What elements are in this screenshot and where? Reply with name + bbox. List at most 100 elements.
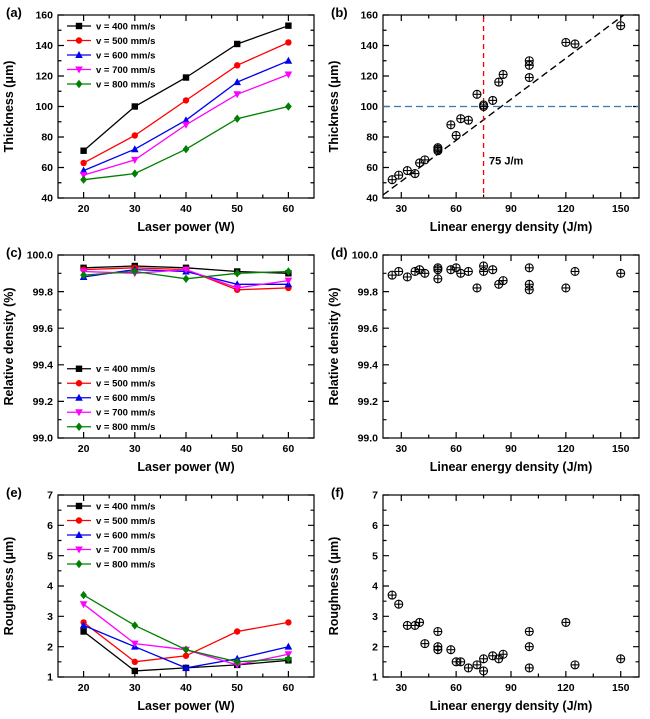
series-v-500 xyxy=(80,39,292,167)
svg-text:80: 80 xyxy=(41,132,53,144)
x-axis-label: Linear energy density (J/m) xyxy=(430,699,593,713)
svg-text:30: 30 xyxy=(395,203,407,215)
scatter-points xyxy=(387,590,626,676)
svg-text:2: 2 xyxy=(47,641,53,653)
axes xyxy=(382,14,640,199)
svg-text:60: 60 xyxy=(283,443,295,455)
axes xyxy=(382,254,640,439)
svg-text:40: 40 xyxy=(180,682,192,694)
svg-text:30: 30 xyxy=(395,682,407,694)
svg-text:99.2: 99.2 xyxy=(33,396,54,408)
trend-line xyxy=(383,15,625,196)
svg-text:99.8: 99.8 xyxy=(358,286,379,298)
y-axis-label: Thickness (μm) xyxy=(2,61,16,153)
svg-text:90: 90 xyxy=(505,443,517,455)
panel-d: 30 60 90 120 150 99.0 99.2 99.4 99.6 99.8 100.0 Lin… xyxy=(325,240,650,480)
svg-text:7: 7 xyxy=(47,490,53,502)
svg-text:160: 160 xyxy=(360,10,378,22)
svg-text:60: 60 xyxy=(450,682,462,694)
svg-text:60: 60 xyxy=(450,443,462,455)
svg-text:7: 7 xyxy=(372,490,378,502)
svg-text:150: 150 xyxy=(612,682,630,694)
panel-a: 20 30 40 50 60 40 60 80 100 120 140 160 Laser power … xyxy=(0,0,325,240)
svg-text:40: 40 xyxy=(180,203,192,215)
chart-f-roughness-vs-energy-density: 30 60 90 120 150 1 2 3 4 5 6 7 Linear energy density… xyxy=(327,485,640,713)
y-axis-label: Thickness (μm) xyxy=(327,61,341,153)
svg-text:50: 50 xyxy=(231,203,243,215)
svg-text:150: 150 xyxy=(612,443,630,455)
panel-label: (d) xyxy=(331,245,348,260)
tick-labels: 30 60 90 120 150 1 2 3 4 5 6 7 xyxy=(372,490,629,694)
svg-text:50: 50 xyxy=(231,443,243,455)
svg-text:v = 700 mm/s: v = 700 mm/s xyxy=(96,408,155,419)
svg-text:60: 60 xyxy=(41,162,53,174)
svg-text:v = 800 mm/s: v = 800 mm/s xyxy=(96,79,155,90)
x-axis-label: Linear energy density (J/m) xyxy=(430,460,593,474)
series-v-400 xyxy=(80,22,292,154)
svg-text:100.0: 100.0 xyxy=(27,250,53,262)
svg-text:90: 90 xyxy=(505,203,517,215)
scatter-points xyxy=(387,21,626,185)
svg-text:v = 600 mm/s: v = 600 mm/s xyxy=(96,393,155,404)
svg-text:40: 40 xyxy=(366,193,378,205)
chart-c-density-vs-laser-power: 20 30 40 50 60 99.0 99.2 99.4 99.6 99.8 100.0 Laser… xyxy=(2,245,315,474)
svg-text:120: 120 xyxy=(360,71,378,83)
svg-text:30: 30 xyxy=(129,682,141,694)
svg-text:99.4: 99.4 xyxy=(33,360,54,372)
svg-text:30: 30 xyxy=(129,203,141,215)
svg-text:60: 60 xyxy=(366,162,378,174)
svg-text:1: 1 xyxy=(372,672,378,684)
panel-label: (b) xyxy=(331,5,348,20)
svg-text:99.2: 99.2 xyxy=(358,396,379,408)
x-axis-label: Linear energy density (J/m) xyxy=(430,220,593,234)
svg-text:5: 5 xyxy=(372,550,378,562)
axes xyxy=(57,254,315,439)
svg-text:160: 160 xyxy=(35,10,53,22)
axes xyxy=(382,494,640,678)
chart-d-density-vs-energy-density: 30 60 90 120 150 99.0 99.2 99.4 99.6 99.8 100.0 Lin… xyxy=(327,245,640,474)
svg-text:100: 100 xyxy=(35,101,53,113)
svg-text:v = 800 mm/s: v = 800 mm/s xyxy=(96,422,155,433)
axes xyxy=(57,494,315,678)
y-axis-label: Roughness (μm) xyxy=(327,537,341,636)
y-axis-label: Roughness (μm) xyxy=(2,537,16,636)
svg-text:v = 400 mm/s: v = 400 mm/s xyxy=(96,21,155,32)
svg-text:80: 80 xyxy=(366,132,378,144)
svg-text:90: 90 xyxy=(505,682,517,694)
tick-labels: 30 60 90 120 150 40 60 80 100 120 140 160 xyxy=(360,10,629,215)
panel-label: (c) xyxy=(6,245,22,260)
series-v-600 xyxy=(79,56,293,174)
svg-text:120: 120 xyxy=(557,682,575,694)
svg-text:120: 120 xyxy=(35,71,53,83)
svg-text:v = 400 mm/s: v = 400 mm/s xyxy=(96,364,155,375)
annotation-label: 75 J/m xyxy=(489,155,523,167)
legend: v = 400 mm/s v = 500 mm/s v = 600 mm/s v = … xyxy=(67,21,155,90)
svg-text:30: 30 xyxy=(129,443,141,455)
svg-text:6: 6 xyxy=(47,520,53,532)
x-axis-label: Laser power (W) xyxy=(137,699,234,713)
svg-text:v = 500 mm/s: v = 500 mm/s xyxy=(96,379,155,390)
svg-text:v = 700 mm/s: v = 700 mm/s xyxy=(96,545,155,556)
svg-text:60: 60 xyxy=(283,682,295,694)
svg-text:20: 20 xyxy=(78,682,90,694)
panel-f: 30 60 90 120 150 1 2 3 4 5 6 7 Linear energy density… xyxy=(325,480,650,719)
panel-label: (a) xyxy=(6,5,22,20)
svg-text:40: 40 xyxy=(41,193,53,205)
chart-a-thickness-vs-laser-power: 20 30 40 50 60 40 60 80 100 120 140 160 Laser power … xyxy=(2,5,315,234)
svg-text:v = 500 mm/s: v = 500 mm/s xyxy=(96,36,155,47)
tick-labels: 20 30 40 50 60 40 60 80 100 120 140 160 xyxy=(35,10,294,215)
svg-text:v = 700 mm/s: v = 700 mm/s xyxy=(96,65,155,76)
svg-text:v = 800 mm/s: v = 800 mm/s xyxy=(96,559,155,570)
svg-text:99.6: 99.6 xyxy=(358,323,379,335)
svg-text:v = 600 mm/s: v = 600 mm/s xyxy=(96,50,155,61)
legend: v = 400 mm/s v = 500 mm/s v = 600 mm/s v = … xyxy=(67,501,155,570)
panel-c: 20 30 40 50 60 99.0 99.2 99.4 99.6 99.8 100.0 Laser… xyxy=(0,240,325,480)
svg-text:100: 100 xyxy=(360,101,378,113)
panel-label: (f) xyxy=(331,485,344,500)
svg-text:1: 1 xyxy=(47,672,53,684)
svg-text:3: 3 xyxy=(47,611,53,623)
svg-text:4: 4 xyxy=(47,581,53,593)
svg-text:20: 20 xyxy=(78,443,90,455)
svg-text:30: 30 xyxy=(395,443,407,455)
